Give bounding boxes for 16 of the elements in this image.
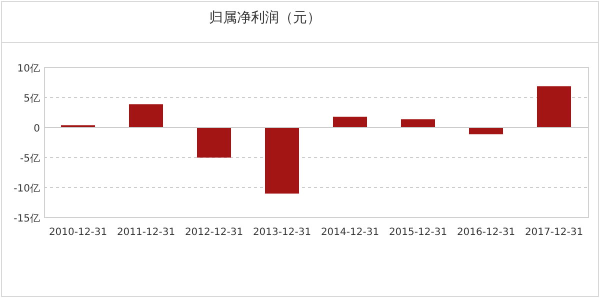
y-tick-label: -15亿 xyxy=(14,214,40,224)
x-tick-label: 2012-12-31 xyxy=(184,227,244,238)
x-tick-label: 2013-12-31 xyxy=(252,227,312,238)
y-tick-label: 5亿 xyxy=(24,94,40,104)
y-tick-label: 0 xyxy=(34,124,40,134)
y-tick-label: -5亿 xyxy=(20,154,40,164)
x-tick-label: 2014-12-31 xyxy=(320,227,380,238)
title: 归属净利润（元） xyxy=(209,10,321,26)
plot: 10亿 5亿 0 -5亿 -10亿 -15亿 2010-12-31 2011-12-31 2012-12-31 2013-12-31 2014-12-31 2015-12-31 2016-12-31 2017-12-31 xyxy=(14,64,589,238)
x-tick-label: 2011-12-31 xyxy=(116,227,176,238)
x-tick-label: 2010-12-31 xyxy=(48,227,108,238)
x-tick-label: 2015-12-31 xyxy=(388,227,448,238)
x-tick-label: 2016-12-31 xyxy=(456,227,516,238)
x-tick-label: 2017-12-31 xyxy=(524,227,584,238)
y-tick-label: 10亿 xyxy=(17,64,40,74)
y-tick-label: -10亿 xyxy=(14,184,40,194)
